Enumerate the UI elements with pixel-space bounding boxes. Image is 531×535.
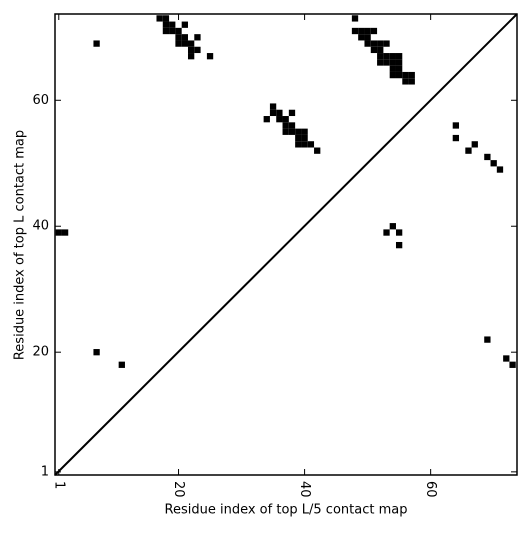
contact xyxy=(194,34,201,41)
contact xyxy=(301,141,308,148)
y-axis-label: Residue index of top L contact map xyxy=(13,130,28,360)
x-tick-label: 20 xyxy=(171,481,186,498)
contact xyxy=(118,361,125,368)
contact xyxy=(181,21,188,28)
contact xyxy=(383,229,390,236)
contact xyxy=(351,15,359,22)
contact xyxy=(187,53,195,60)
contact xyxy=(194,46,201,54)
contact xyxy=(364,27,371,35)
contact xyxy=(295,134,302,142)
contact xyxy=(389,53,396,60)
contact xyxy=(301,134,308,142)
contact xyxy=(358,34,365,41)
contact xyxy=(358,27,365,35)
contact xyxy=(169,21,176,28)
y-tick-label: 1 xyxy=(41,464,49,479)
contact xyxy=(402,78,409,85)
contact xyxy=(187,46,195,54)
contact xyxy=(181,34,188,41)
contact xyxy=(93,349,100,356)
contact xyxy=(389,223,396,230)
y-tick-label: 60 xyxy=(32,93,49,108)
contact xyxy=(389,65,396,72)
contact xyxy=(402,71,409,79)
contact xyxy=(288,122,296,129)
contact xyxy=(452,122,460,129)
contact xyxy=(377,59,384,66)
contact xyxy=(395,71,403,79)
contact xyxy=(175,34,182,41)
contact xyxy=(484,153,491,161)
contact xyxy=(61,229,69,236)
contact xyxy=(364,40,371,47)
contact xyxy=(383,53,390,60)
contact xyxy=(156,15,163,22)
contact xyxy=(206,53,214,60)
contact xyxy=(162,21,170,28)
contact xyxy=(351,27,359,35)
contact xyxy=(377,53,384,60)
x-tick-label: 40 xyxy=(297,481,312,498)
contact xyxy=(503,355,510,362)
contact xyxy=(269,109,277,117)
contact xyxy=(395,59,403,66)
contact xyxy=(395,241,403,249)
contact xyxy=(377,40,384,47)
diagonal xyxy=(54,13,518,476)
contact xyxy=(452,134,460,142)
contact xyxy=(276,116,283,123)
x-tick-label: 60 xyxy=(423,481,438,498)
contact xyxy=(175,40,182,47)
contact xyxy=(389,59,396,66)
contact xyxy=(370,27,378,35)
contact xyxy=(465,147,472,154)
contact xyxy=(301,128,308,135)
y-tick-label: 40 xyxy=(32,219,49,234)
contact xyxy=(484,336,491,343)
contact xyxy=(377,46,384,54)
contact xyxy=(295,141,302,148)
contact xyxy=(383,40,390,47)
contact xyxy=(490,160,497,167)
contact xyxy=(370,46,378,54)
contact xyxy=(269,103,277,110)
contact xyxy=(282,122,289,129)
x-axis-label: Residue index of top L/5 contact map xyxy=(165,503,408,518)
contact xyxy=(276,109,283,117)
contact xyxy=(282,128,289,135)
contact xyxy=(408,78,415,85)
contact xyxy=(364,34,371,41)
contact xyxy=(169,27,176,35)
contact xyxy=(395,65,403,72)
y-tick-label: 20 xyxy=(32,345,49,360)
contact xyxy=(263,116,270,123)
contact xyxy=(509,361,516,368)
contact xyxy=(282,116,289,123)
x-tick-label: 1 xyxy=(51,481,66,489)
contact xyxy=(471,141,478,148)
contact xyxy=(295,128,302,135)
contact xyxy=(288,128,296,135)
contact xyxy=(408,71,415,79)
contact xyxy=(162,27,170,35)
contact xyxy=(395,229,403,236)
contact xyxy=(395,53,403,60)
contact xyxy=(187,40,195,47)
contact xyxy=(181,40,188,47)
contact xyxy=(370,40,378,47)
contact xyxy=(496,166,504,173)
contact xyxy=(93,40,100,47)
contact xyxy=(162,15,170,22)
contact xyxy=(175,27,182,35)
contact xyxy=(383,59,390,66)
contact xyxy=(55,229,62,236)
contact xyxy=(307,141,315,148)
contact xyxy=(314,147,321,154)
plot-frame xyxy=(54,13,518,476)
contact xyxy=(389,71,396,79)
contact xyxy=(288,109,296,117)
